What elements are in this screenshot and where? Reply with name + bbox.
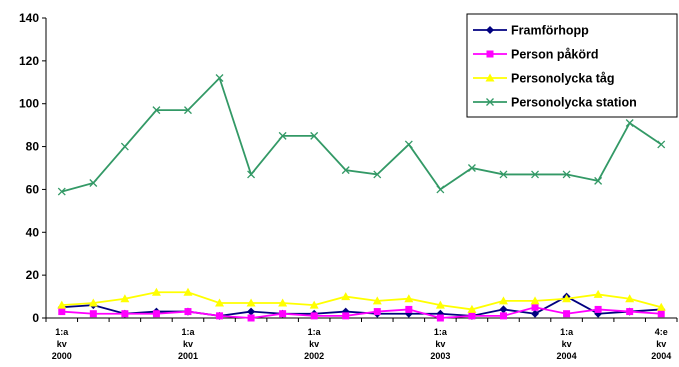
series-line <box>61 76 662 193</box>
marker <box>120 294 130 303</box>
marker <box>436 185 445 194</box>
marker <box>468 312 476 320</box>
marker <box>467 304 477 313</box>
marker <box>485 73 495 82</box>
marker <box>310 312 318 320</box>
marker <box>531 303 539 311</box>
legend-label: Personolycka station <box>511 96 637 110</box>
marker <box>372 296 382 305</box>
marker <box>657 140 666 149</box>
marker <box>594 305 602 313</box>
y-tick-label: 120 <box>19 54 39 68</box>
marker <box>247 314 255 322</box>
marker <box>499 170 508 179</box>
marker <box>530 296 540 305</box>
legend-label: Framförhopp <box>511 24 589 38</box>
marker <box>486 50 494 58</box>
marker <box>405 305 413 313</box>
marker <box>499 312 507 320</box>
x-tick-label: 4:e kv 2004 <box>651 327 671 361</box>
marker <box>309 300 319 309</box>
y-tick-label: 80 <box>26 140 40 154</box>
marker <box>151 287 161 296</box>
marker <box>215 298 225 307</box>
marker <box>625 294 635 303</box>
marker <box>152 106 161 115</box>
marker <box>152 310 160 318</box>
marker <box>184 308 192 316</box>
marker <box>247 170 256 179</box>
marker <box>183 287 193 296</box>
marker <box>467 164 476 172</box>
series-line <box>61 291 662 311</box>
marker <box>625 119 634 127</box>
legend-label: Personolycka tåg <box>511 72 615 86</box>
marker <box>531 170 539 179</box>
marker <box>121 310 129 318</box>
marker <box>57 300 67 309</box>
marker <box>89 310 97 318</box>
legend-label: Person påkörd <box>511 48 599 62</box>
marker <box>310 131 319 140</box>
y-tick-label: 140 <box>19 11 39 25</box>
marker <box>373 308 381 316</box>
marker <box>341 166 350 175</box>
marker <box>373 170 382 179</box>
legend-box <box>466 13 678 118</box>
series-line <box>61 306 662 319</box>
y-tick-label: 0 <box>32 311 39 325</box>
marker <box>58 308 66 316</box>
marker <box>486 98 494 106</box>
y-tick-label: 100 <box>19 97 39 111</box>
marker <box>341 292 351 301</box>
marker <box>531 309 540 318</box>
x-tick-label: 1:a kv 2000 <box>52 327 72 361</box>
x-tick-label: 1:a kv 2003 <box>430 327 450 361</box>
marker <box>57 187 66 196</box>
y-tick-label: 60 <box>26 182 40 196</box>
marker <box>278 298 288 307</box>
marker <box>342 312 350 320</box>
x-tick-label: 1:a kv 2001 <box>178 327 198 361</box>
marker <box>120 142 129 151</box>
marker <box>404 294 414 303</box>
marker <box>404 140 413 149</box>
y-tick-label: 20 <box>26 268 40 282</box>
marker <box>436 314 444 322</box>
x-tick-label: 1:a kv 2004 <box>557 327 577 361</box>
marker <box>656 302 666 311</box>
marker <box>486 26 494 34</box>
marker <box>247 307 256 316</box>
x-tick-label: 1:a kv 2002 <box>304 327 324 361</box>
marker <box>89 179 98 187</box>
marker <box>88 298 98 307</box>
marker <box>215 74 224 82</box>
marker <box>499 305 508 314</box>
marker <box>216 312 224 320</box>
marker <box>626 308 634 316</box>
marker <box>562 294 572 303</box>
y-tick-label: 40 <box>26 225 40 239</box>
marker <box>594 176 603 185</box>
marker <box>563 310 571 318</box>
marker <box>593 289 603 298</box>
marker <box>657 310 665 318</box>
marker <box>498 296 508 305</box>
marker <box>435 300 445 309</box>
marker <box>279 310 287 318</box>
marker <box>562 170 571 179</box>
marker <box>278 131 287 140</box>
marker <box>184 106 192 115</box>
marker <box>246 298 256 307</box>
